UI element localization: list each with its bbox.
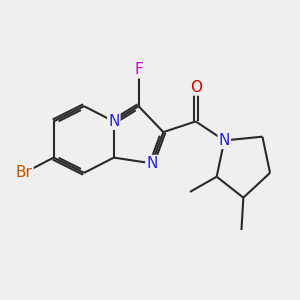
Text: N: N xyxy=(219,133,230,148)
Text: N: N xyxy=(146,156,158,171)
Text: O: O xyxy=(190,80,202,94)
Text: N: N xyxy=(108,114,119,129)
Text: Br: Br xyxy=(16,165,33,180)
Text: F: F xyxy=(134,62,143,77)
